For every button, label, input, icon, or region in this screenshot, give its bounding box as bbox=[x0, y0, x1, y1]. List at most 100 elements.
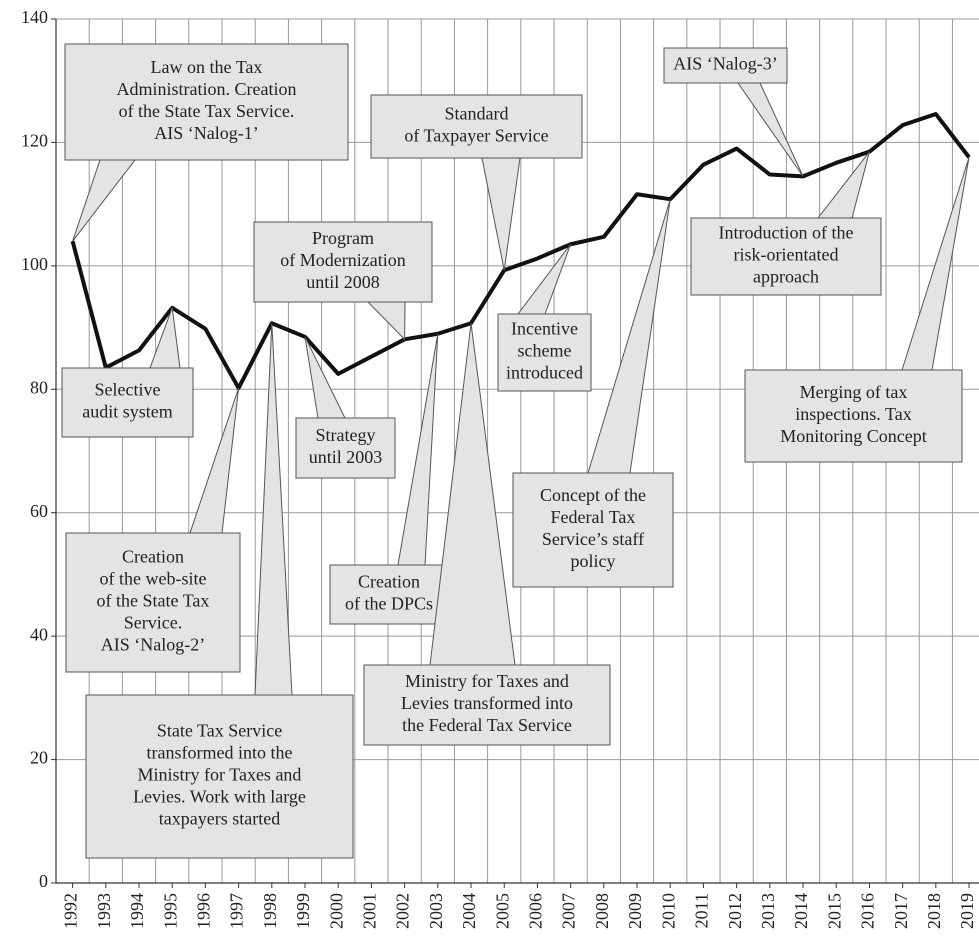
callout-box bbox=[295, 417, 396, 479]
callout-box bbox=[363, 664, 611, 746]
x-tick-label: 2002 bbox=[393, 893, 413, 929]
callout-text: Levies. Work with large bbox=[133, 787, 306, 807]
y-tick-label: 0 bbox=[39, 871, 48, 891]
callout-text: of the DPCs bbox=[345, 594, 433, 614]
callout-box bbox=[370, 94, 583, 159]
callout-box bbox=[61, 367, 194, 438]
callout-box bbox=[744, 369, 963, 463]
callout-text: AIS ‘Nalog-1’ bbox=[154, 123, 258, 143]
callout-text: scheme bbox=[518, 341, 572, 361]
callout-box bbox=[690, 217, 882, 296]
callout-box bbox=[64, 43, 349, 161]
callout-box bbox=[497, 313, 592, 392]
callout-text: Administration. Creation bbox=[117, 79, 297, 99]
x-tick-label: 2006 bbox=[526, 893, 546, 929]
callout-text: Creation bbox=[358, 572, 420, 592]
x-tick-label: 2009 bbox=[625, 893, 645, 929]
callout-text: taxpayers started bbox=[159, 809, 280, 829]
x-tick-label: 2015 bbox=[824, 893, 844, 929]
callout-text: of the State Tax bbox=[97, 591, 210, 611]
x-tick-label: 1996 bbox=[194, 893, 214, 929]
callout-pointer bbox=[901, 157, 970, 371]
y-tick-label: 20 bbox=[30, 748, 48, 768]
callout-text: transformed into the bbox=[147, 743, 293, 763]
x-tick-label: 1999 bbox=[293, 893, 313, 929]
callout-text: of the State Tax Service. bbox=[119, 101, 295, 121]
x-tick-label: 2014 bbox=[791, 893, 811, 929]
callout-text: risk-orientated bbox=[734, 245, 839, 265]
x-tick-label: 2007 bbox=[559, 893, 579, 929]
callout-text: inspections. Tax bbox=[795, 404, 911, 424]
callout-pointer bbox=[304, 336, 346, 419]
callout-text: Service’s staff bbox=[542, 529, 644, 549]
x-tick-label: 1998 bbox=[260, 893, 280, 929]
callout-text: of Modernization bbox=[280, 250, 405, 270]
callout-text: Ministry for Taxes and bbox=[138, 765, 302, 785]
callout-text: of the web-site bbox=[100, 569, 207, 589]
y-tick-label: 120 bbox=[21, 131, 48, 151]
x-tick-label: 1992 bbox=[61, 893, 81, 929]
callout-pointer bbox=[189, 387, 240, 534]
callout-text: AIS ‘Nalog-3’ bbox=[673, 54, 777, 74]
x-tick-label: 2003 bbox=[426, 893, 446, 929]
callout-text: Concept of the bbox=[540, 485, 646, 505]
callout-text: Selective bbox=[95, 380, 161, 400]
callout-box bbox=[663, 47, 788, 84]
callout-pointer bbox=[397, 333, 439, 566]
x-tick-label: 2013 bbox=[758, 893, 778, 929]
callout-text: Monitoring Concept bbox=[780, 426, 927, 446]
x-tick-label: 2019 bbox=[957, 893, 977, 929]
callout-text: Ministry for Taxes and bbox=[405, 671, 569, 691]
y-tick-label: 140 bbox=[21, 7, 48, 27]
x-tick-label: 2001 bbox=[360, 893, 380, 929]
x-tick-label: 2016 bbox=[858, 893, 878, 929]
x-tick-label: 2011 bbox=[692, 893, 712, 928]
callout-text: Service. bbox=[124, 613, 182, 633]
callout-box bbox=[253, 221, 433, 303]
callout-text: Incentive bbox=[511, 319, 578, 339]
callout-pointer bbox=[366, 301, 406, 341]
x-tick-label: 1994 bbox=[127, 893, 147, 929]
data-line bbox=[70, 112, 971, 391]
y-tick-label: 40 bbox=[30, 624, 48, 644]
x-tick-label: 2010 bbox=[658, 893, 678, 929]
y-tick-label: 80 bbox=[30, 377, 48, 397]
callout: AIS ‘Nalog-3’ bbox=[663, 47, 804, 177]
y-tick-label: 100 bbox=[21, 254, 48, 274]
x-tick-label: 2005 bbox=[492, 893, 512, 929]
callout-text: Law on the Tax bbox=[151, 57, 263, 77]
x-tick-label: 1997 bbox=[227, 893, 247, 929]
callout-text: the Federal Tax Service bbox=[402, 715, 572, 735]
callout-text: Levies transformed into bbox=[401, 693, 573, 713]
callout-text: Federal Tax bbox=[551, 507, 636, 527]
callout-box bbox=[85, 694, 354, 859]
x-tick-label: 2008 bbox=[592, 893, 612, 929]
callout-text: State Tax Service bbox=[157, 721, 282, 741]
callout-text: Standard bbox=[445, 104, 509, 124]
callout-box bbox=[65, 532, 241, 673]
callout-text: introduced bbox=[506, 363, 583, 383]
callout-text: AIS ‘Nalog-2’ bbox=[101, 635, 205, 655]
callout-text: until 2003 bbox=[309, 447, 383, 467]
callout-text: until 2008 bbox=[306, 272, 380, 292]
callout-text: audit system bbox=[82, 402, 173, 422]
callout-text: Introduction of the bbox=[719, 223, 854, 243]
callout-box bbox=[512, 472, 674, 588]
callout-text: Strategy bbox=[316, 425, 376, 445]
callout-pointer bbox=[254, 323, 293, 696]
callout: Introduction of therisk-orientatedapproa… bbox=[690, 151, 882, 296]
callout-text: Program bbox=[312, 228, 374, 248]
y-tick-label: 60 bbox=[30, 501, 48, 521]
callout-pointer bbox=[737, 82, 804, 177]
